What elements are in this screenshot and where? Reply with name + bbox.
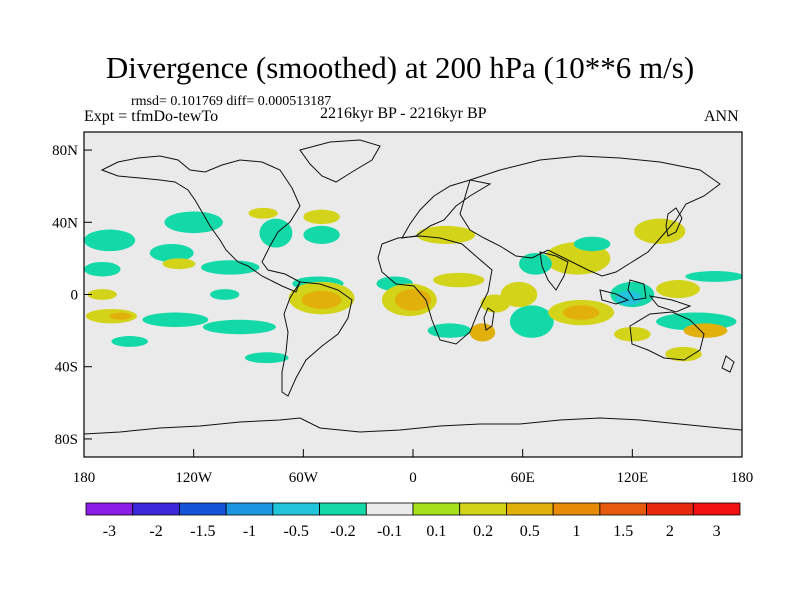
divergence-region-1	[149, 243, 194, 262]
x-tick-label-1: 120W	[175, 470, 213, 486]
divergence-region-34	[685, 271, 742, 282]
divergence-region-43	[244, 352, 289, 364]
divergence-region-12	[573, 236, 611, 252]
x-axis: 180 120W 60W 0 60E 120E 180	[73, 449, 754, 486]
divergence-region-23	[394, 289, 432, 311]
coastline-north-america	[100, 155, 301, 293]
x-tick-label-3: 0	[409, 470, 417, 486]
colorbar-label-2: -1.5	[190, 523, 215, 540]
colorbar-swatch-11	[599, 502, 647, 516]
x-tick-label-5: 120E	[616, 470, 648, 486]
divergence-region-30	[562, 305, 600, 320]
y-tick-label-2: 0	[71, 288, 79, 304]
divergence-region-2	[162, 258, 196, 270]
y-tick-label-0: 80N	[52, 143, 78, 159]
colorbar-label-12: 2	[666, 523, 674, 540]
map-title: Divergence (smoothed) at 200 hPa (10**6 …	[105, 50, 695, 85]
y-tick-label-1: 40N	[52, 215, 78, 231]
colorbar-swatch-4	[272, 502, 320, 516]
coastline-south-america	[281, 281, 353, 397]
colorbar-swatch-10	[552, 502, 601, 516]
x-tick-label-0: 180	[73, 470, 96, 486]
divergence-region-0	[84, 229, 136, 252]
divergence-region-21	[301, 290, 342, 309]
colorbar-swatch-9	[506, 502, 554, 516]
divergence-region-41	[109, 312, 132, 320]
colorbar-swatch-5	[319, 502, 367, 516]
divergence-region-44	[665, 346, 702, 362]
divergence-region-6	[210, 289, 240, 300]
colorbar-label-3: -1	[243, 523, 256, 540]
divergence-region-19	[164, 211, 223, 234]
divergence-region-4	[84, 262, 121, 277]
coastline-india	[539, 251, 569, 291]
coastline-madagascar	[483, 307, 495, 331]
colorbar-label-9: 0.5	[520, 523, 540, 540]
colorbar-swatch-3	[225, 502, 274, 516]
divergence-region-13	[634, 218, 686, 244]
colorbar-swatch-2	[179, 502, 227, 516]
colorbar-swatch-6	[365, 502, 414, 516]
divergence-region-37	[614, 327, 651, 342]
y-axis: 80N 40N 0 40S 80S	[52, 143, 92, 448]
divergence-region-9	[433, 272, 485, 288]
x-tick-label-6: 180	[731, 470, 754, 486]
x-tick-label-2: 60W	[289, 470, 319, 486]
colorbar-swatch-13	[692, 502, 741, 516]
divergence-region-3	[200, 260, 260, 275]
colorbar-swatch-8	[459, 502, 507, 516]
coastline-japan	[665, 207, 683, 237]
divergence-region-27	[500, 281, 538, 308]
season-label: ANN	[704, 108, 739, 125]
divergence-region-26	[509, 305, 554, 338]
coastlines	[84, 139, 742, 435]
rmsd-diff-stats: rmsd= 0.101769 diff= 0.000513187	[131, 94, 332, 109]
colorbar-label-10: 1	[573, 523, 581, 540]
colorbar-swatch-7	[412, 502, 461, 516]
colorbar-label-0: -3	[103, 523, 116, 540]
colorbar: -3 -2 -1.5 -1 -0.5 -0.2 -0.1 0.1 0.2 0.5 1 1.5 2 3	[85, 502, 741, 540]
divergence-region-14	[416, 225, 476, 244]
experiment-label: Expt = tfmDo-tewTo	[84, 108, 219, 125]
divergence-region-38	[142, 312, 209, 327]
coastline-australia	[629, 311, 705, 361]
divergence-region-16	[303, 209, 340, 225]
coastline-antarctica	[84, 417, 742, 435]
colorbar-label-8: 0.2	[473, 523, 493, 540]
colorbar-swatch-1	[132, 502, 180, 516]
divergence-region-24	[427, 323, 472, 338]
divergence-region-39	[202, 319, 276, 335]
divergence-region-36	[683, 323, 728, 338]
divergence-region-5	[87, 289, 117, 300]
colorbar-swatch-0	[85, 502, 134, 516]
colorbar-label-5: -0.2	[330, 523, 355, 540]
colorbar-label-11: 1.5	[613, 523, 633, 540]
divergence-region-33	[656, 280, 700, 299]
divergence-region-15	[303, 225, 340, 244]
coastline-new-zealand	[721, 355, 735, 373]
coastline-greenland	[299, 139, 381, 183]
colorbar-swatch-12	[646, 502, 694, 516]
y-tick-label-3: 40S	[55, 360, 78, 376]
coastline-asia	[459, 155, 721, 277]
colorbar-label-13: 3	[713, 523, 721, 540]
coastline-africa	[377, 235, 493, 345]
colorbar-label-6: -0.1	[377, 523, 402, 540]
period-label: 2216kyr BP - 2216kyr BP	[320, 105, 487, 122]
colorbar-label-4: -0.5	[284, 523, 309, 540]
coastline-maritime-continent	[599, 279, 692, 313]
divergence-region-18	[248, 207, 278, 219]
colorbar-label-7: 0.1	[426, 523, 446, 540]
divergence-region-17	[259, 218, 293, 248]
coastline-europe	[401, 179, 492, 239]
x-tick-label-4: 60E	[511, 470, 535, 486]
y-tick-label-4: 80S	[55, 432, 78, 448]
colorbar-label-1: -2	[149, 523, 162, 540]
divergence-region-42	[111, 336, 148, 347]
